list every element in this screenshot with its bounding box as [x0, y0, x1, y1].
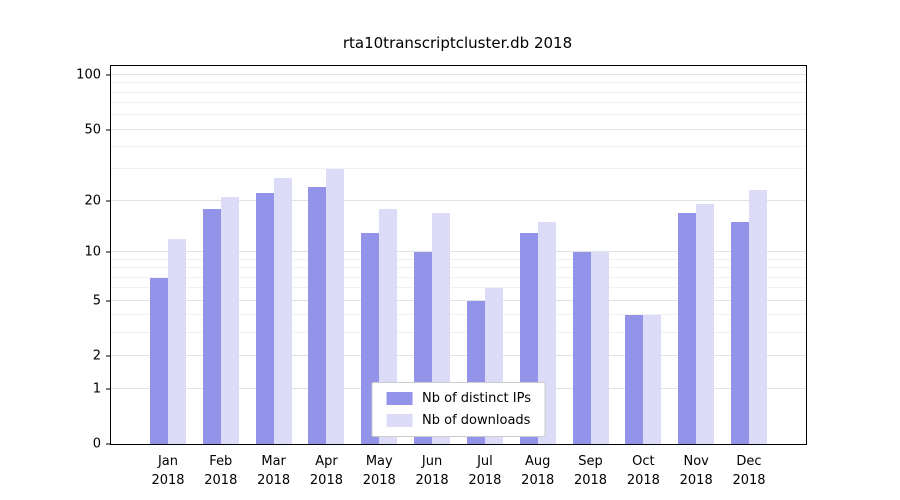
legend-entry-distinct-ips: Nb of distinct IPs: [386, 391, 531, 406]
gridline-minor-8: [111, 267, 806, 269]
gridline-minor-4: [111, 314, 806, 316]
legend: Nb of distinct IPs Nb of downloads: [371, 382, 546, 437]
gridline-2: [111, 355, 806, 357]
bar-downloads-mar: [273, 177, 292, 444]
bar-downloads-apr: [326, 169, 345, 444]
y-tick-label-1: 1: [92, 381, 101, 397]
bar-downloads-feb: [220, 196, 239, 444]
x-tick-label-may: May 2018: [362, 454, 396, 488]
bar-ips-sep: [572, 252, 591, 444]
gridline-100: [111, 73, 806, 75]
y-tick-mark-20: [106, 200, 111, 202]
y-tick-label-0: 0: [92, 436, 101, 452]
legend-entry-downloads: Nb of downloads: [386, 413, 531, 428]
legend-label-distinct-ips: Nb of distinct IPs: [422, 391, 531, 406]
x-tick-label-nov: Nov 2018: [679, 454, 713, 488]
chart-title: rta10transcriptcluster.db 2018: [342, 34, 573, 52]
bar-downloads-sep: [590, 252, 609, 444]
gridline-minor-3: [111, 332, 806, 334]
y-tick-mark-100: [106, 74, 111, 76]
gridline-minor-7: [111, 276, 806, 278]
y-tick-label-50: 50: [84, 122, 101, 138]
gridline-minor-6: [111, 287, 806, 289]
gridline-minor-70: [111, 102, 806, 104]
y-tick-label-2: 2: [92, 348, 101, 364]
bar-ips-jan: [150, 277, 168, 444]
y-tick-mark-1: [106, 388, 111, 390]
bar-ips-apr: [308, 186, 327, 444]
y-tick-label-5: 5: [92, 293, 101, 309]
y-tick-label-20: 20: [84, 193, 101, 209]
gridline-minor-9: [111, 258, 806, 260]
x-tick-label-jul: Jul 2018: [468, 454, 502, 488]
gridline-minor-80: [111, 91, 806, 93]
gridline-minor-90: [111, 82, 806, 84]
bar-downloads-oct: [643, 315, 662, 444]
x-tick-label-jun: Jun 2018: [415, 454, 449, 488]
x-tick-label-feb: Feb 2018: [204, 454, 238, 488]
bar-ips-feb: [202, 208, 221, 444]
x-tick-label-apr: Apr 2018: [309, 454, 343, 488]
bar-ips-oct: [625, 315, 644, 444]
y-tick-mark-10: [106, 251, 111, 253]
bar-downloads-jan: [168, 238, 186, 444]
bar-ips-dec: [731, 222, 749, 444]
bar-ips-mar: [255, 193, 274, 444]
plot-area: Nb of distinct IPs Nb of downloads 0 1 2 5 1…: [76, 65, 807, 488]
legend-label-downloads: Nb of downloads: [422, 413, 531, 428]
y-tick-mark-5: [106, 300, 111, 302]
legend-swatch-downloads: [386, 414, 413, 427]
bar-downloads-dec: [749, 189, 767, 444]
gridline-20: [111, 199, 806, 201]
bar-ips-nov: [678, 212, 697, 444]
x-tick-label-dec: Dec 2018: [732, 454, 766, 488]
y-tick-label-10: 10: [84, 244, 101, 260]
gridline-minor-30: [111, 168, 806, 170]
gridline-50: [111, 128, 806, 130]
y-tick-label-100: 100: [76, 67, 101, 83]
gridline-10: [111, 251, 806, 253]
bar-downloads-nov: [696, 204, 715, 444]
y-tick-mark-2: [106, 355, 111, 357]
x-tick-label-mar: Mar 2018: [257, 454, 291, 488]
x-tick-label-aug: Aug 2018: [521, 454, 555, 488]
x-tick-label-sep: Sep 2018: [573, 454, 608, 488]
y-tick-mark-0: [106, 443, 111, 445]
gridline-minor-40: [111, 146, 806, 148]
x-tick-label-oct: Oct 2018: [626, 454, 660, 488]
gridline-5: [111, 299, 806, 301]
gridline-minor-60: [111, 114, 806, 116]
y-tick-mark-50: [106, 129, 111, 131]
x-tick-label-jan: Jan 2018: [151, 454, 185, 488]
legend-swatch-distinct-ips: [386, 392, 413, 405]
